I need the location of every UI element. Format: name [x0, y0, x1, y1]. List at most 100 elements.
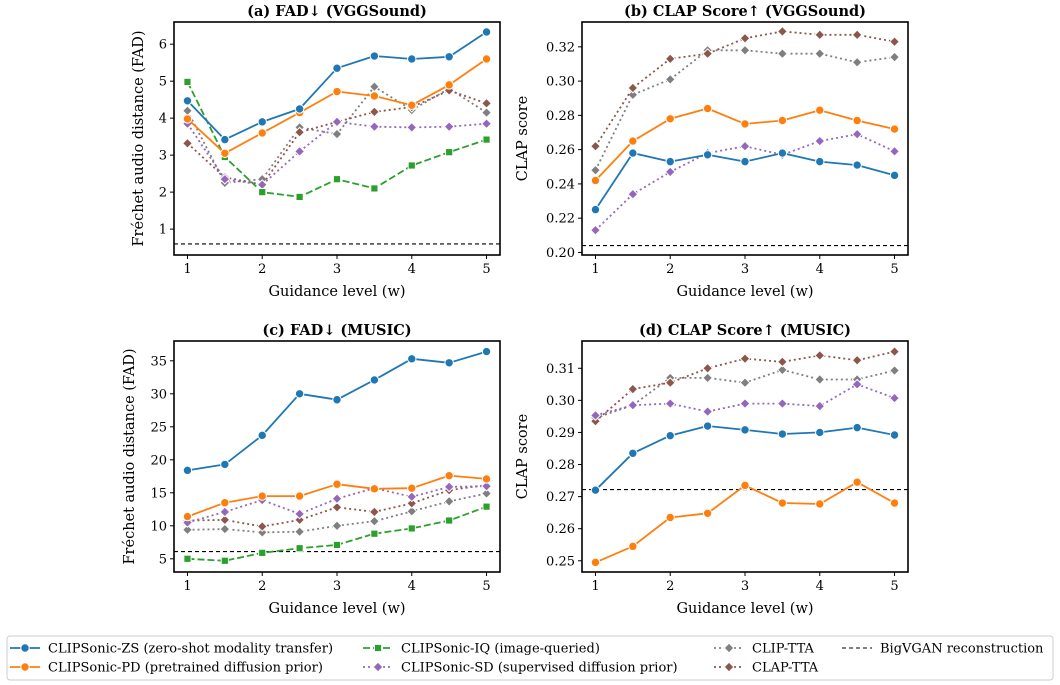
data-point-claptta: [889, 36, 901, 48]
data-point-cliptta: [589, 164, 601, 176]
data-point-zs: [182, 96, 193, 106]
data-point-pd: [369, 91, 380, 101]
data-point-pd: [590, 175, 601, 186]
data-point-zs: [777, 429, 788, 439]
data-point-cliptta: [739, 44, 751, 56]
data-point-zs: [369, 51, 380, 61]
x-tick-label: 2: [666, 579, 674, 594]
data-point-claptta: [406, 497, 418, 509]
data-point-pd: [702, 508, 713, 518]
data-point-zs: [407, 54, 417, 64]
data-point-sd: [219, 173, 231, 185]
series-line-sd: [595, 383, 895, 417]
data-point-sd: [481, 480, 493, 492]
y-tick-label: 30: [150, 387, 167, 402]
data-point-zs: [294, 389, 305, 399]
x-axis-label: Guidance level (w): [676, 601, 813, 617]
data-point-claptta: [368, 506, 380, 518]
data-point-pd: [702, 103, 713, 114]
data-point-sd: [814, 400, 826, 412]
y-tick-label: 5: [159, 552, 167, 567]
data-point-iq: [295, 192, 304, 202]
legend-item-pd: CLIPSonic-PD (pretrained diffusion prior…: [10, 661, 323, 676]
data-point-zs: [777, 148, 788, 158]
x-tick-label: 3: [333, 262, 341, 277]
data-point-claptta: [702, 48, 714, 60]
series-line-iq: [187, 505, 487, 562]
data-point-sd: [851, 128, 863, 140]
data-point-sd: [294, 508, 306, 520]
legend-label: CLAP-TTA: [752, 661, 819, 676]
data-point-iq: [370, 184, 379, 193]
data-point-claptta: [589, 415, 601, 427]
data-point-zs: [257, 430, 267, 441]
data-point-sd: [406, 121, 418, 133]
x-tick-label: 2: [258, 579, 266, 594]
data-point-claptta: [814, 29, 826, 41]
data-point-pd: [815, 499, 825, 509]
panel-1: (a) FAD↓ (VGGSound) 1 2 3 4 5 1 2 3 4 5 6 Guidance l…: [131, 3, 501, 300]
data-point-pd: [257, 128, 267, 138]
legend-label: BigVGAN reconstruction: [880, 642, 1044, 657]
data-point-claptta: [664, 377, 676, 389]
data-point-iq: [407, 161, 416, 170]
data-point-claptta: [664, 53, 676, 65]
x-tick-label: 4: [816, 262, 824, 277]
y-tick-label: 5: [159, 75, 167, 90]
data-point-cliptta: [739, 377, 751, 389]
data-point-iq: [295, 544, 304, 553]
data-point-pd: [740, 119, 750, 129]
x-tick-label: 5: [482, 262, 490, 277]
data-point-zs: [889, 170, 900, 181]
chart-title: (a) FAD↓ (VGGSound): [247, 3, 427, 20]
legend-swatch-marker: [372, 661, 384, 673]
data-point-zs: [702, 150, 713, 160]
legend-label: CLIPSonic-PD (pretrained diffusion prior…: [48, 661, 323, 676]
data-point-sd: [702, 406, 714, 418]
data-point-pd: [815, 105, 825, 115]
data-point-claptta: [739, 32, 751, 44]
data-point-claptta: [589, 140, 601, 152]
y-tick-label: 0.28: [546, 458, 575, 473]
data-point-sd: [443, 481, 455, 493]
data-point-zs: [815, 427, 825, 438]
data-point-sd: [294, 145, 306, 157]
data-point-claptta: [889, 346, 901, 358]
x-axis-label: Guidance level (w): [676, 284, 813, 300]
data-point-pd: [889, 498, 900, 508]
data-point-pd: [628, 541, 638, 552]
data-point-zs: [852, 422, 862, 433]
y-tick-label: 2: [159, 186, 167, 201]
data-point-claptta: [814, 349, 826, 361]
data-point-sd: [589, 409, 601, 421]
y-tick-label: 0.30: [546, 75, 575, 90]
data-point-pd: [852, 477, 862, 487]
data-point-zs: [220, 134, 230, 145]
data-point-sd: [889, 145, 901, 157]
x-tick-label: 4: [408, 579, 416, 594]
data-point-zs: [369, 375, 380, 385]
data-point-zs: [590, 204, 601, 215]
x-tick-label: 5: [482, 579, 490, 594]
legend-item-zs: CLIPSonic-ZS (zero-shot modality transfe…: [10, 642, 333, 657]
data-point-iq: [370, 529, 379, 538]
data-point-pd: [444, 470, 454, 481]
data-point-iq: [332, 175, 342, 184]
data-point-sd: [776, 398, 788, 410]
data-point-cliptta: [702, 372, 714, 384]
data-point-sd: [627, 399, 639, 411]
data-point-claptta: [702, 362, 714, 374]
data-point-zs: [590, 485, 601, 495]
data-point-claptta: [776, 25, 788, 37]
panel-2: (b) CLAP Score↑ (VGGSound) 1 2 3 4 5 0.20 0.22 0…: [515, 3, 909, 300]
data-point-pd: [332, 86, 342, 97]
data-point-cliptta: [219, 523, 231, 535]
legend-swatch-marker: [723, 661, 735, 673]
series-line-cliptta: [595, 368, 895, 419]
data-point-claptta: [481, 97, 493, 109]
y-axis-label: Fréchet audio distance (FAD): [131, 31, 147, 247]
chart-title: (c) FAD↓ (MUSIC): [262, 322, 411, 339]
y-tick-label: 0.26: [546, 143, 575, 158]
panel-3: (c) FAD↓ (MUSIC) 1 2 3 4 5 5 10 15 20 25 30 35 Guidan…: [122, 322, 501, 617]
data-point-pd: [407, 100, 417, 110]
